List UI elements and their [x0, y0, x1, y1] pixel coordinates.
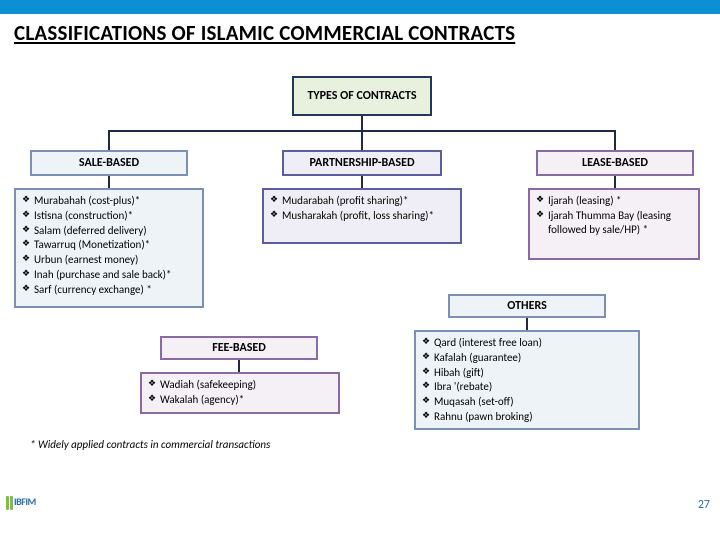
list-item: Urbun (earnest money): [22, 253, 196, 267]
fee-list: Wadiah (safekeeping) Wakalah (agency)*: [140, 372, 340, 414]
sale-header-label: SALE-BASED: [79, 156, 139, 170]
fee-items: Wadiah (safekeeping) Wakalah (agency)*: [148, 378, 332, 407]
lease-items: Ijarah (leasing) * Ijarah Thumma Bay (le…: [536, 194, 692, 236]
page-number: 27: [698, 498, 710, 512]
others-header: OTHERS: [448, 294, 606, 318]
connector: [108, 130, 110, 150]
partnership-list: Mudarabah (profit sharing)* Musharakah (…: [262, 188, 462, 244]
list-item: Murabahah (cost-plus)*: [22, 194, 196, 208]
sale-items: Murabahah (cost-plus)* Istisna (construc…: [22, 194, 196, 296]
others-items: Qard (interest free loan) Kafalah (guara…: [422, 336, 632, 424]
partnership-items: Mudarabah (profit sharing)* Musharakah (…: [270, 194, 454, 223]
list-item: Tawarruq (Monetization)*: [22, 238, 196, 252]
connector: [361, 116, 363, 130]
logo-text: IBFIM: [14, 495, 36, 508]
list-item: Ijarah Thumma Bay (leasing followed by s…: [536, 209, 692, 237]
others-list: Qard (interest free loan) Kafalah (guara…: [414, 330, 640, 430]
connector: [108, 176, 110, 188]
sale-header: SALE-BASED: [30, 150, 188, 176]
list-item: Hibah (gift): [422, 366, 632, 380]
sale-list: Murabahah (cost-plus)* Istisna (construc…: [14, 188, 204, 308]
partnership-header-label: PARTNERSHIP-BASED: [309, 156, 414, 170]
list-item: Musharakah (profit, loss sharing)*: [270, 209, 454, 223]
others-header-label: OTHERS: [507, 299, 547, 313]
root-node: TYPES OF CONTRACTS: [292, 76, 432, 116]
connector: [361, 130, 363, 150]
lease-header-label: LEASE-BASED: [582, 156, 648, 170]
list-item: Sarf (currency exchange) *: [22, 283, 196, 297]
connector: [238, 360, 240, 372]
connector: [614, 130, 616, 150]
connector: [614, 176, 616, 188]
list-item: Wadiah (safekeeping): [148, 378, 332, 392]
partnership-header: PARTNERSHIP-BASED: [282, 150, 442, 176]
title-wrap: CLASSIFICATIONS OF ISLAMIC COMMERCIAL CO…: [0, 14, 720, 46]
list-item: Kafalah (guarantee): [422, 351, 632, 365]
list-item: Inah (purchase and sale back)*: [22, 268, 196, 282]
lease-list: Ijarah (leasing) * Ijarah Thumma Bay (le…: [528, 188, 700, 260]
list-item: Rahnu (pawn broking): [422, 410, 632, 424]
list-item: Ibra '(rebate): [422, 380, 632, 394]
page-title: CLASSIFICATIONS OF ISLAMIC COMMERCIAL CO…: [14, 20, 706, 46]
logo-bar-icon: [6, 496, 9, 510]
list-item: Ijarah (leasing) *: [536, 194, 692, 208]
connector: [361, 176, 363, 188]
fee-header-label: FEE-BASED: [212, 341, 266, 355]
list-item: Istisna (construction)*: [22, 209, 196, 223]
list-item: Muqasah (set-off): [422, 395, 632, 409]
list-item: Salam (deferred delivery): [22, 224, 196, 238]
footnote: * Widely applied contracts in commercial…: [30, 438, 270, 451]
fee-header: FEE-BASED: [160, 336, 318, 360]
logo: IBFIM: [6, 495, 36, 510]
lease-header: LEASE-BASED: [536, 150, 694, 176]
root-label: TYPES OF CONTRACTS: [307, 89, 416, 103]
list-item: Qard (interest free loan): [422, 336, 632, 350]
top-accent-bar: [0, 0, 720, 14]
connector: [526, 318, 528, 330]
logo-bar-icon: [10, 496, 13, 510]
list-item: Wakalah (agency)*: [148, 393, 332, 407]
list-item: Mudarabah (profit sharing)*: [270, 194, 454, 208]
diagram-canvas: TYPES OF CONTRACTS SALE-BASED Murabahah …: [0, 46, 720, 516]
